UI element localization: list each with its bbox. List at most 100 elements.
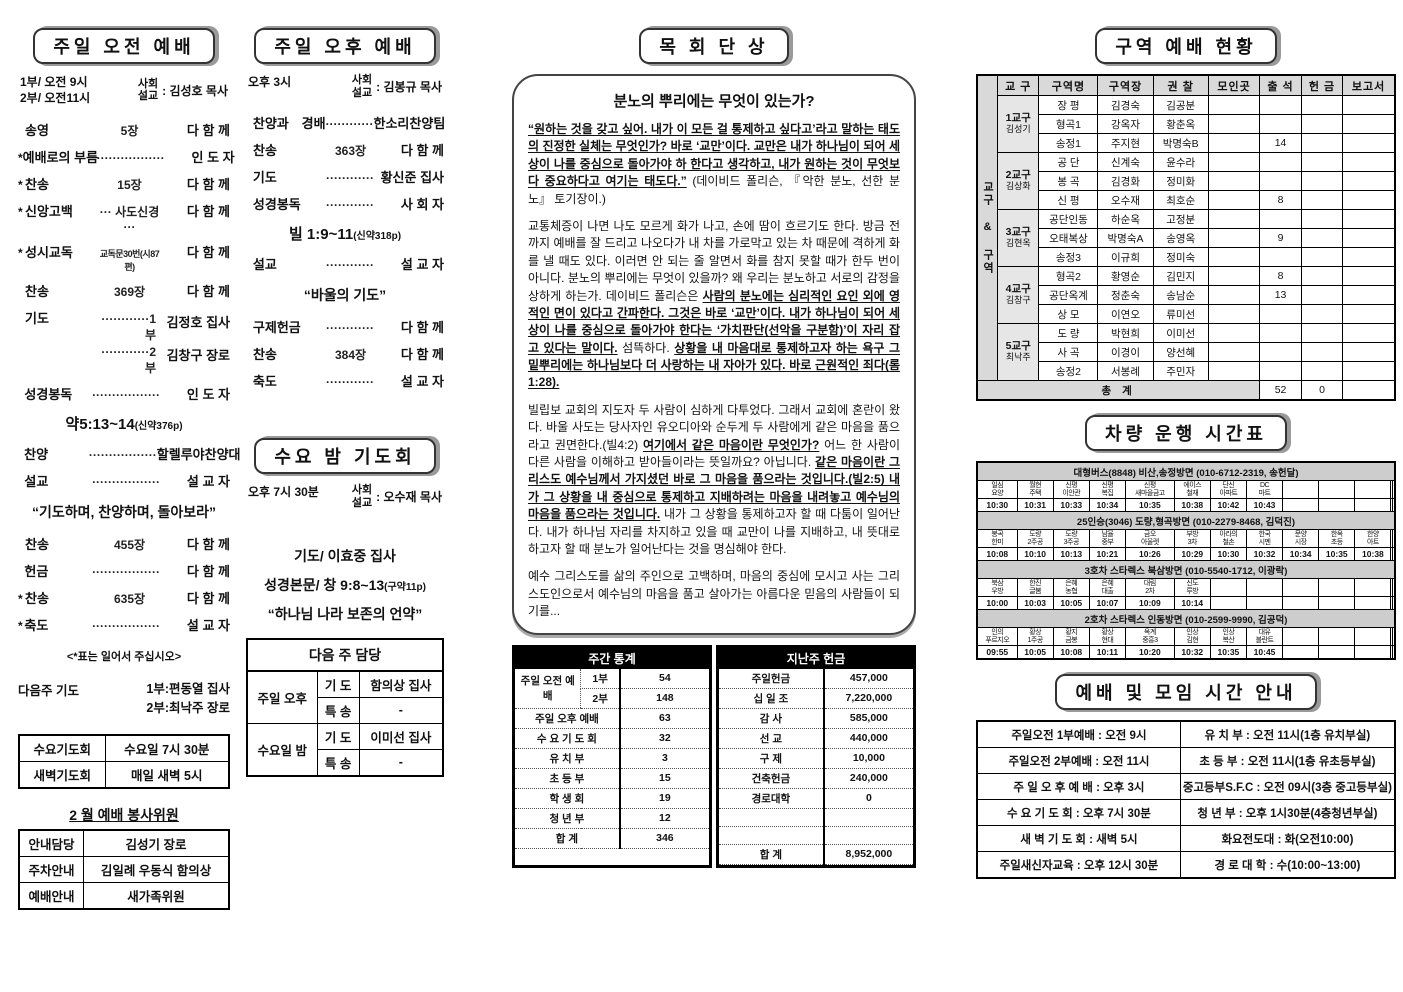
bus-stop: 한옥 초등 [1318,529,1356,548]
worship-row-person: 다 함 께 [186,564,230,580]
bus-time: 10:29 [1173,547,1211,561]
district-cell [1207,114,1261,134]
worship-row-person: 다 함 께 [186,284,230,300]
afternoon-order-list: 찬양과 경배 ············ 한소리찬양팀 찬송 363장 다 함 께 기도 ···… [246,113,446,390]
worship-row-middle: ············ [326,198,374,213]
morning-leader: 사회 설교 : 김성호 목사 [138,74,228,106]
worship-row-middle: 15장 [117,178,142,193]
district-cell [1300,285,1344,305]
bus-route-name: 25인승(3046) 도량,형곡방면 (010-2279-8468, 김덕진) [976,511,1396,530]
stand-marker: * [18,151,23,166]
worship-row-person: 설 교 자 [400,257,444,273]
district-cell: 8 [1259,266,1302,286]
worship-row: * 찬송 635장 다 함 께 [18,588,230,607]
bus-stop: 봉곡 한미 [976,529,1018,548]
worship-row-person: 다 함 께 [186,537,230,553]
worship-row: * 성시교독 교독문30번(시87편) 다 함 께 [18,242,230,273]
district-group-leader: 김성기 [1005,123,1031,134]
worship-row-person: 할렐루야찬양대 [156,447,241,463]
duty-cell: 특 송 [316,748,360,777]
worship-row-label: 송영 [25,123,49,139]
district-row: 사 곡 이경이 양선혜 [977,342,1396,362]
district-row: 오태복상 박명숙A 송영옥 9 [977,228,1396,248]
bus-time [1318,645,1356,660]
district-row: 공단옥계 정춘숙 송남순 13 [977,285,1396,305]
essay-segment: (데이비드 폴리슨, 『악한 분노, 선한 분노』 토기장이.) [528,174,900,206]
bus-time: 10:38 [1173,498,1211,512]
essay-segment: 섬뜩하다. [617,340,675,355]
district-cell: 상 모 [1038,304,1099,324]
bus-stops-row: 일심 요양 월현 주택 신평 이안관 신평 복집 신평 새마을금고 에이스 철재 단신 아파트 DC 마트 [976,480,1396,499]
worship-row-middle: 384장 [334,348,367,363]
volunteer-row-cell: 김성기 장로 [83,829,230,857]
essay-segment: 어느 한 사람이 다른 사람을 이해하고 받아들이라는 뜻일까요? 아닙니다. [528,437,900,470]
worship-row-label: 찬송 [25,591,49,607]
bus-stop: 옥계 중흥3 [1124,627,1175,646]
district-cell: 주지현 [1097,133,1154,153]
bus-time: 10:09 [1124,596,1175,610]
guide-cell: 새 벽 기 도 회 : 새벽 5시 [976,825,1181,852]
stats-label: 주일 오전 예배 [515,668,581,709]
guide-row: 주일오전 1부예배 : 오전 9시 유 치 부 : 오전 11시(1층 유치부실) [976,720,1396,748]
district-total-row: 총 계 52 0 [976,380,1396,401]
bus-route-name: 대형버스(8848) 비산,송정방면 (010-6712-2319, 송헌달) [976,461,1396,481]
district-cell [1342,342,1396,362]
bus-stop: 은혜 대출 [1088,578,1126,597]
duty-cell: 이미선 집사 [358,722,444,750]
bus-time: 10:05 [1052,596,1090,610]
next-week-prayer-name: 1부:편동열 집사 [146,682,230,697]
bus-time [1354,498,1392,512]
stats-total-row: 합 계 346 [515,828,709,849]
bus-stop [1282,480,1320,499]
worship-row-person: 한소리찬양팀 [373,116,446,132]
stats-value: 3 [618,748,709,769]
bus-route-row: 25인승(3046) 도량,형곡방면 (010-2279-8468, 김덕진) [976,511,1396,530]
district-cell: 공단인동 [1038,209,1099,229]
volunteer-row-cell: 예배안내 [18,881,85,910]
district-cell: 신계숙 [1097,152,1154,172]
district-cell [1300,209,1344,229]
district-cell: 최호순 [1152,190,1209,210]
offering-label: 십 일 조 [719,688,824,709]
district-group-leader: 김현옥 [1005,237,1031,248]
offering-row: 십 일 조 7,220,000 [719,688,913,709]
worship-row: 찬송 369장 다 함 께 [18,281,230,300]
essay-segment: 여기에서 같은 마음이란 무엇인가? [642,437,820,452]
district-cell [1207,190,1261,210]
worship-row-person: 설 교 자 [186,618,230,634]
prayer-meeting-row: 새벽기도회 매일 새벽 5시 [18,760,230,789]
district-row: 1교구 김성기 장 평 김경숙 김공분 [977,95,1396,153]
offering-row: 경로대학 0 [719,788,913,809]
stats-value: 15 [618,768,709,789]
worship-row-line: ············1부 김정호 집사 [99,312,230,343]
district-cell: 형곡2 [1038,266,1099,286]
stand-marker: * [18,619,23,634]
order-center-line: 기도/ 이효중 집사 [294,547,396,564]
district-cell [1342,209,1396,229]
district-row: 형곡1 강옥자 황춘옥 [977,114,1396,134]
wednesday-roles: 사회 설교 [351,484,373,509]
next-week-prayer: 다음주 기도 1부:편동열 집사 2부:최낙주 장로 [18,680,230,718]
bus-stop: 황상 1주공 [1016,627,1054,646]
essay-paragraph: 교통체증이 나면 나도 모르게 화가 나고, 손에 땀이 흐르기도 한다. 방금… [528,218,900,392]
bus-time: 10:20 [1124,645,1175,660]
district-cell [1207,171,1261,191]
bus-stops-row: 인의 푸르지오 황상 1주공 황지 금봉 황상 현대 옥계 중흥3 인상 김현 인상 복산 대유 블란트 [976,627,1396,646]
worship-row-label: 찬송 [25,177,49,193]
duty-cell: - [358,696,444,724]
order-center-line: 약5:13~14(신약376p) [65,416,183,434]
district-total-offering: 0 [1300,380,1344,401]
district-cell: 김공분 [1152,95,1209,115]
worship-row-label: 찬양과 경배 [252,116,326,132]
bus-time: 10:34 [1088,498,1126,512]
offering-value: 10,000 [822,748,913,769]
district-cell: 정미화 [1152,171,1209,191]
prayer-meeting-table: 수요기도회 수요일 7시 30분 새벽기도회 매일 새벽 5시 [18,733,230,789]
worship-row-label: 기도 [252,170,277,186]
district-group-name: 2교구 [1005,169,1031,182]
worship-row-person: 황신준 집사 [380,170,444,186]
bus-stop [1318,627,1356,646]
bus-stop: 신평 복집 [1088,480,1126,499]
essay-box: 분노의 뿌리에는 무엇이 있는가? “원하는 것을 갖고 싶어. 내가 이 모든… [512,74,916,635]
bus-stop: 남율 중부 [1088,529,1126,548]
